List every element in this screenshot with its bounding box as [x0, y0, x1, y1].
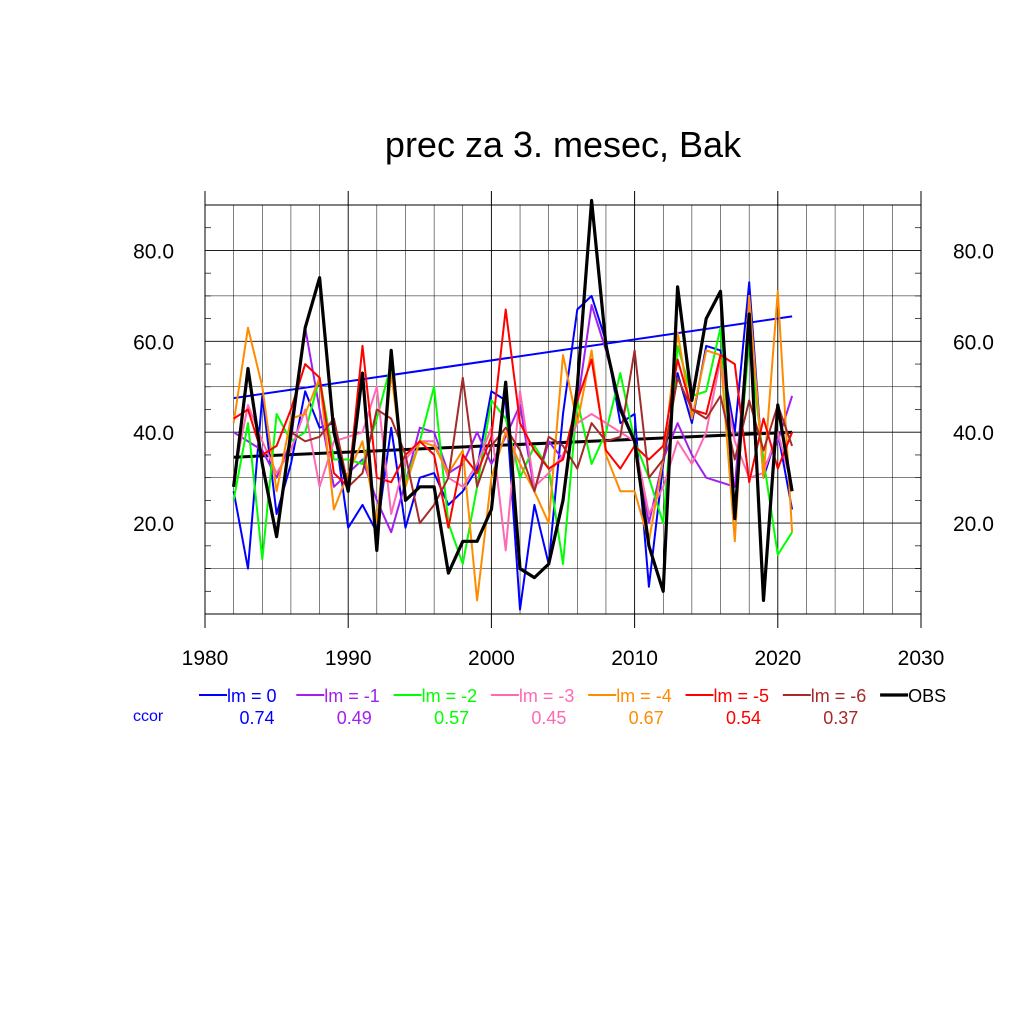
axis-ticks	[204, 191, 922, 628]
ccor-value: 0.37	[823, 708, 858, 728]
x-tick-label: 2010	[611, 647, 658, 670]
y-tick-label-right: 20.0	[953, 513, 994, 536]
x-tick-label: 1980	[182, 647, 229, 670]
y-tick-label-left: 20.0	[133, 513, 174, 536]
series-line	[232, 198, 794, 603]
legend-entry: lm = -4	[616, 686, 672, 706]
ccor-value: 0.74	[239, 708, 274, 728]
y-tick-label-right: 60.0	[953, 331, 994, 354]
legend-entry: OBS	[908, 686, 946, 706]
plot-frame	[204, 204, 922, 615]
chart-title: prec za 3. mesec, Bak	[385, 124, 742, 165]
y-tick-label-left: 80.0	[133, 240, 174, 263]
legend-entry: lm = -3	[519, 686, 575, 706]
ccor-value: 0.45	[531, 708, 566, 728]
series-line	[232, 349, 794, 538]
legend-entry: lm = -1	[324, 686, 380, 706]
legend: ccor lm = 00.74 lm = -10.49 lm = -20.57 lm …	[133, 686, 946, 728]
y-tick-label-right: 40.0	[953, 422, 994, 445]
ccor-value: 0.49	[337, 708, 372, 728]
legend-entry: lm = -2	[422, 686, 478, 706]
x-tick-label: 2030	[898, 647, 945, 670]
x-tick-label: 2020	[754, 647, 801, 670]
y-tick-label-left: 40.0	[133, 422, 174, 445]
ccor-value: 0.67	[629, 708, 664, 728]
ccor-value: 0.54	[726, 708, 761, 728]
legend-entry: lm = -5	[714, 686, 770, 706]
series-lines	[232, 198, 794, 611]
y-tick-label-left: 60.0	[133, 331, 174, 354]
x-tick-label: 1990	[325, 647, 372, 670]
ccor-value: 0.57	[434, 708, 469, 728]
trend-line	[233, 315, 793, 400]
legend-entry: lm = 0	[227, 686, 277, 706]
x-tick-label: 2000	[468, 647, 515, 670]
legend-label-ccor: ccor	[133, 708, 164, 725]
y-tick-label-right: 80.0	[953, 240, 994, 263]
series-line	[233, 308, 794, 529]
axis-tick-labels: 1980 1990 2000 2010 2020 2030 20.0 20.0 40.0 40.0…	[133, 240, 994, 670]
legend-entry: lm = -6	[811, 686, 867, 706]
series-line	[232, 290, 794, 602]
